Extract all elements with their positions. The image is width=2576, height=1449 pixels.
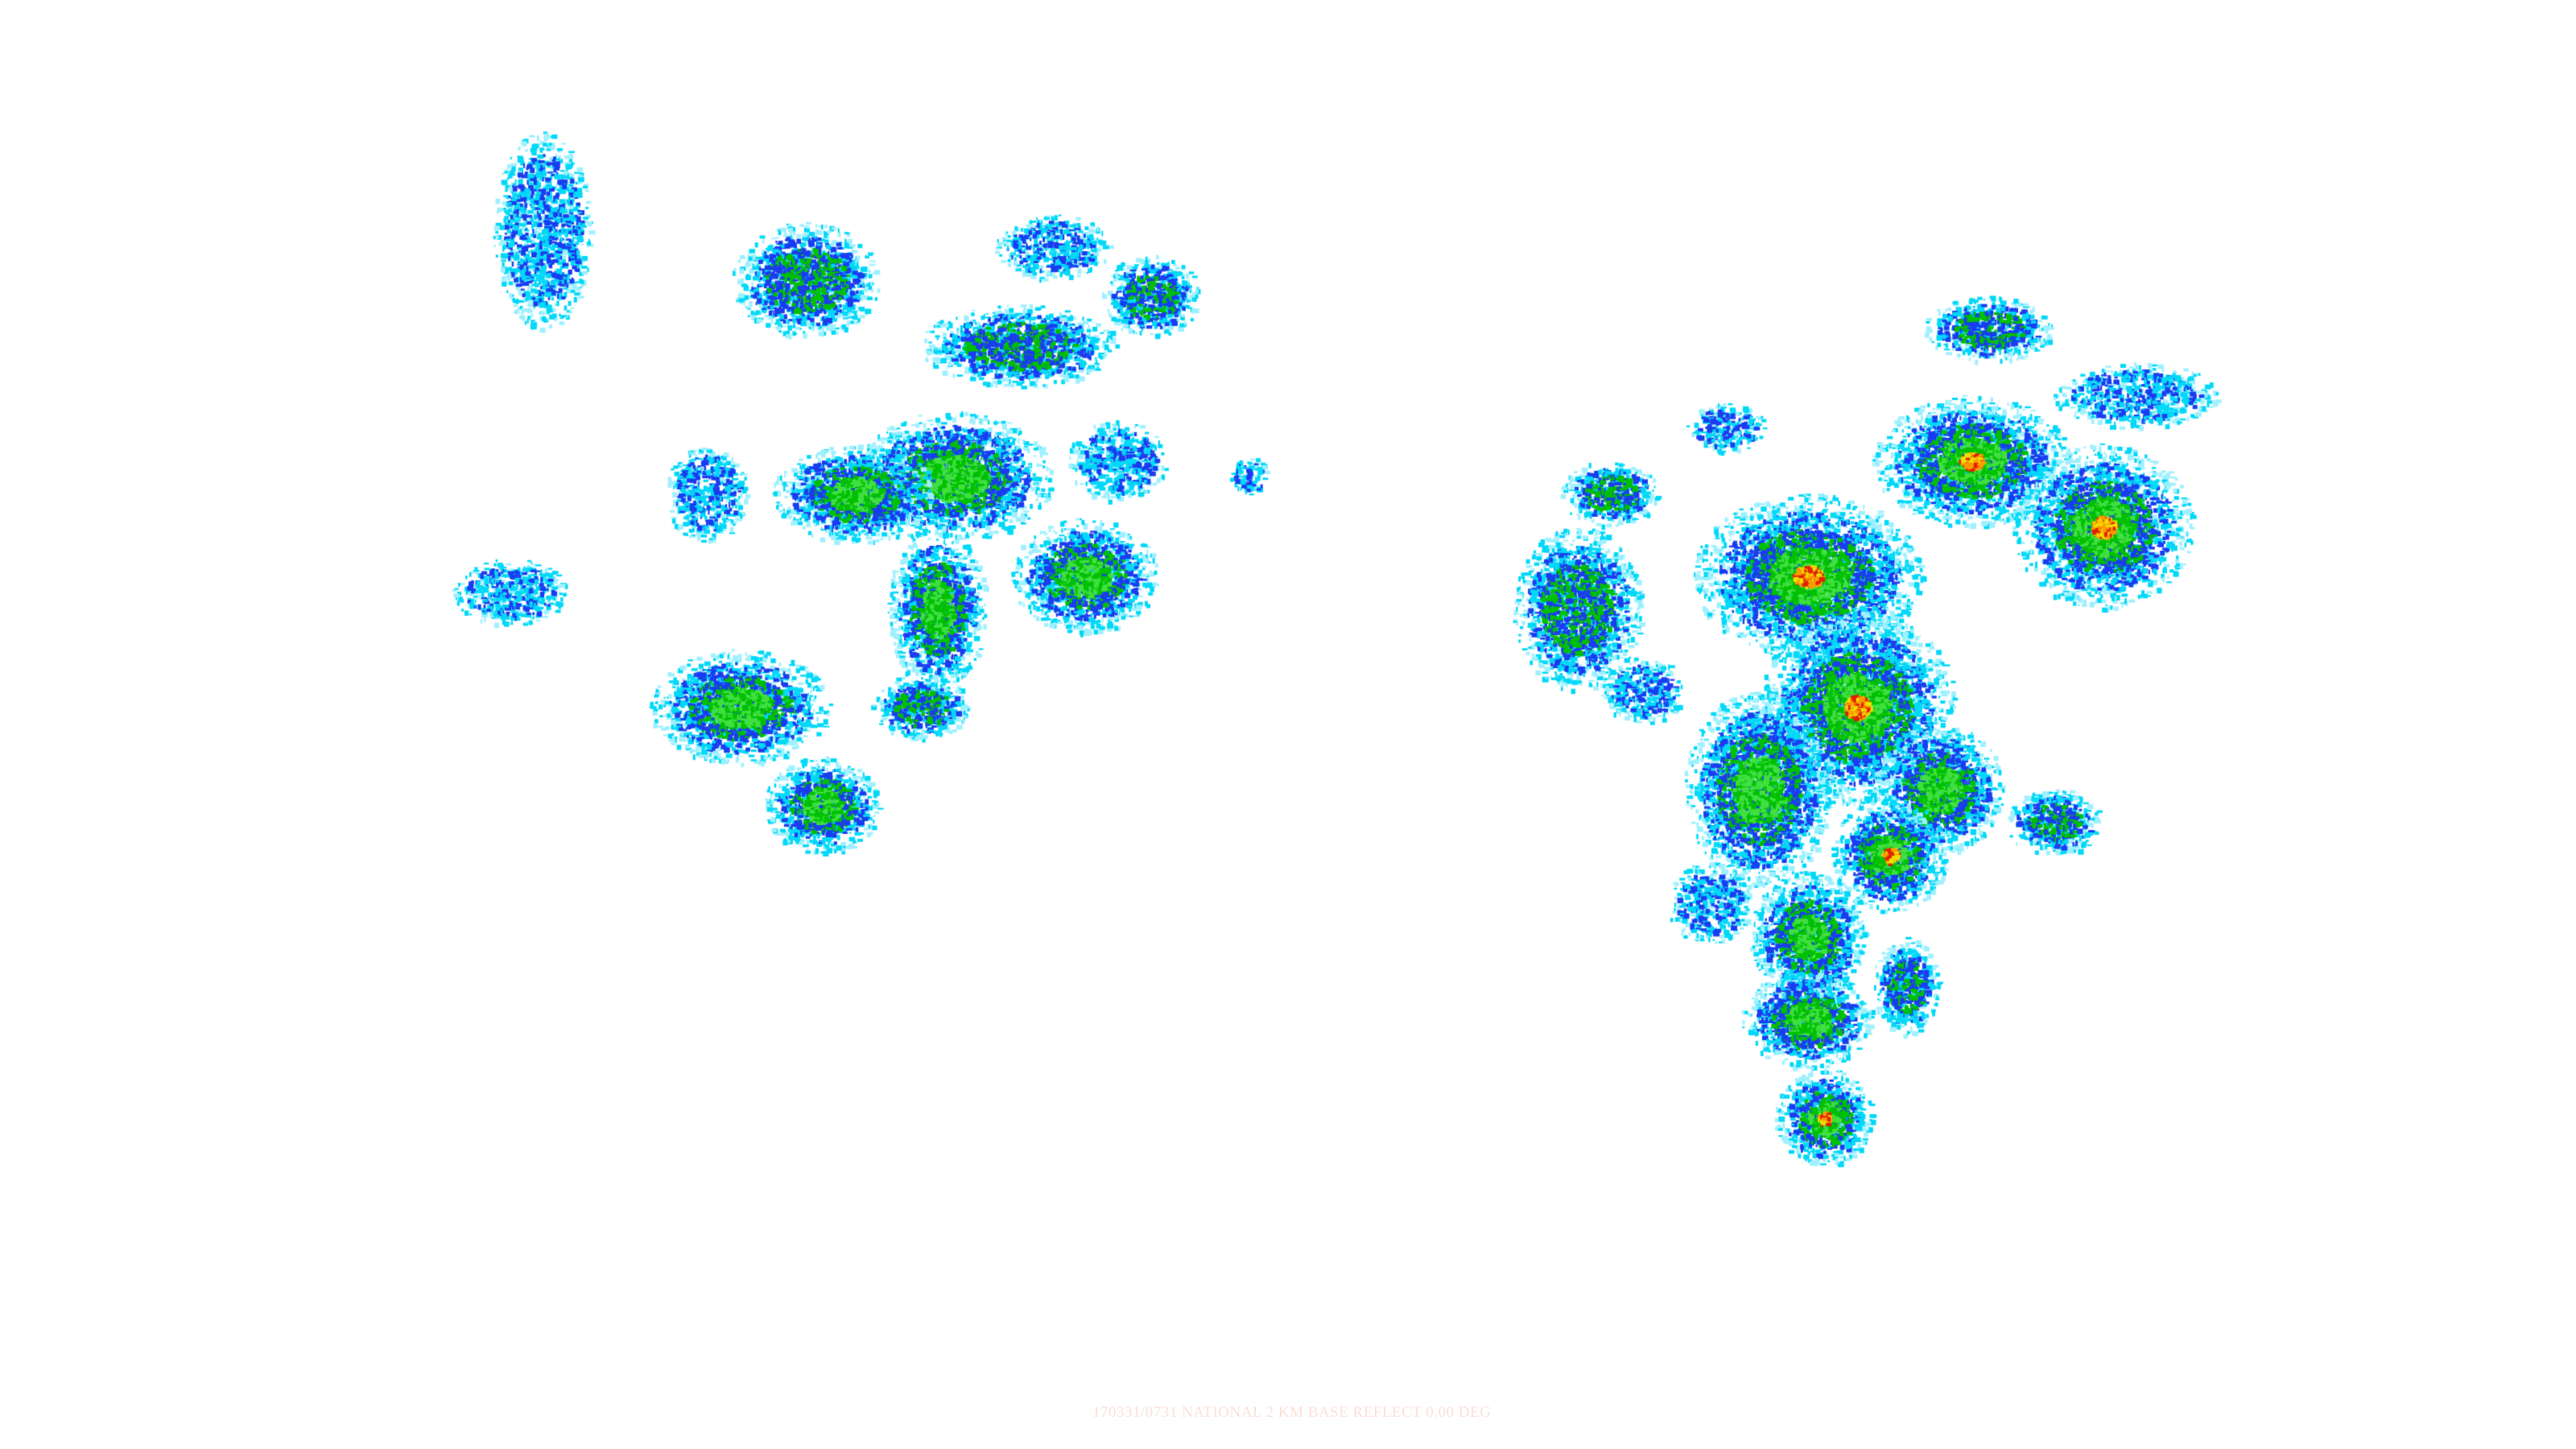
- product-caption: 170331/0731 NATIONAL 2 KM BASE REFLECT 0…: [1092, 1404, 1492, 1421]
